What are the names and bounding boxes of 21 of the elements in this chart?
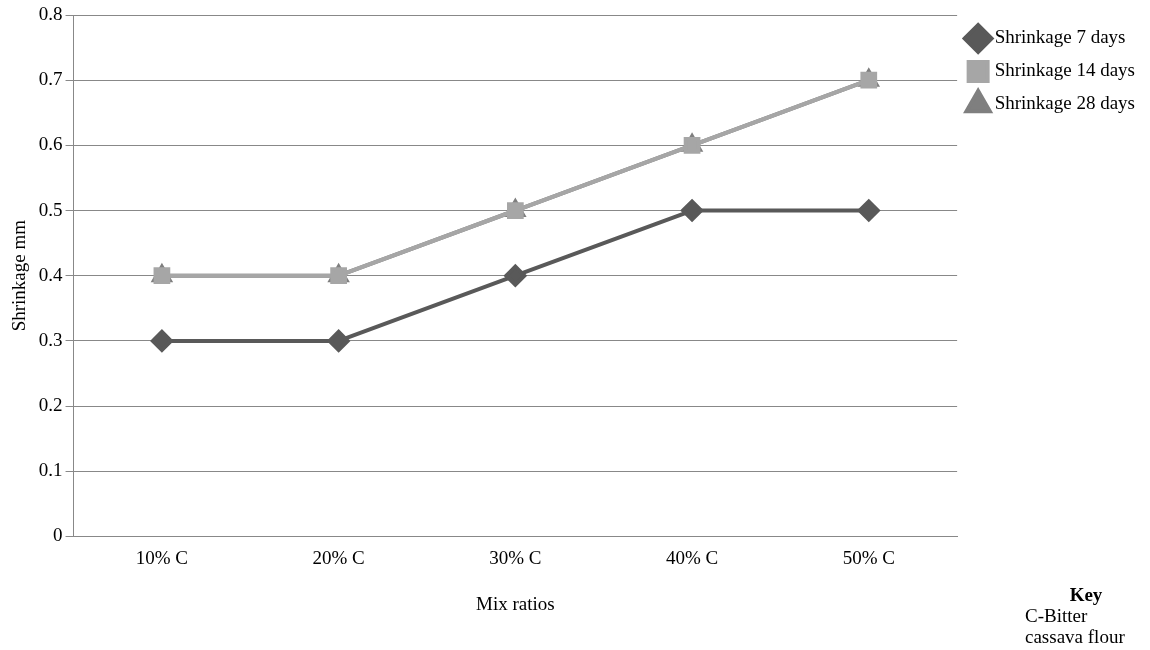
x-tick-label: 20% C — [312, 546, 365, 568]
x-tick-label: 30% C — [489, 546, 542, 568]
y-tick-label: 0.7 — [38, 68, 63, 90]
y-tick-label: 0.6 — [38, 133, 63, 155]
y-tick-label: 0.4 — [38, 263, 64, 285]
y-tick-label: 0.3 — [38, 328, 63, 350]
y-tick-label: 0.8 — [38, 2, 63, 24]
y-axis-title: Shrinkage mm — [8, 219, 30, 332]
x-axis-title: Mix ratios — [476, 592, 555, 614]
x-tick-label: 10% C — [135, 546, 189, 568]
legend-label: Shrinkage 7 days — [994, 26, 1126, 48]
y-tick-label: 0.2 — [38, 394, 63, 416]
legend-label: Shrinkage 28 days — [994, 92, 1136, 114]
legend-label: Shrinkage 14 days — [994, 59, 1136, 81]
x-tick-label: 40% C — [665, 546, 719, 568]
y-tick-label: 0.5 — [38, 198, 63, 220]
text: Key — [1068, 584, 1104, 605]
text: C-Bitter cassava flour — [1025, 605, 1126, 647]
y-tick-label: 0.1 — [38, 459, 63, 481]
x-tick-label: 50% C — [842, 546, 895, 568]
y-tick-label: 0 — [53, 524, 63, 546]
